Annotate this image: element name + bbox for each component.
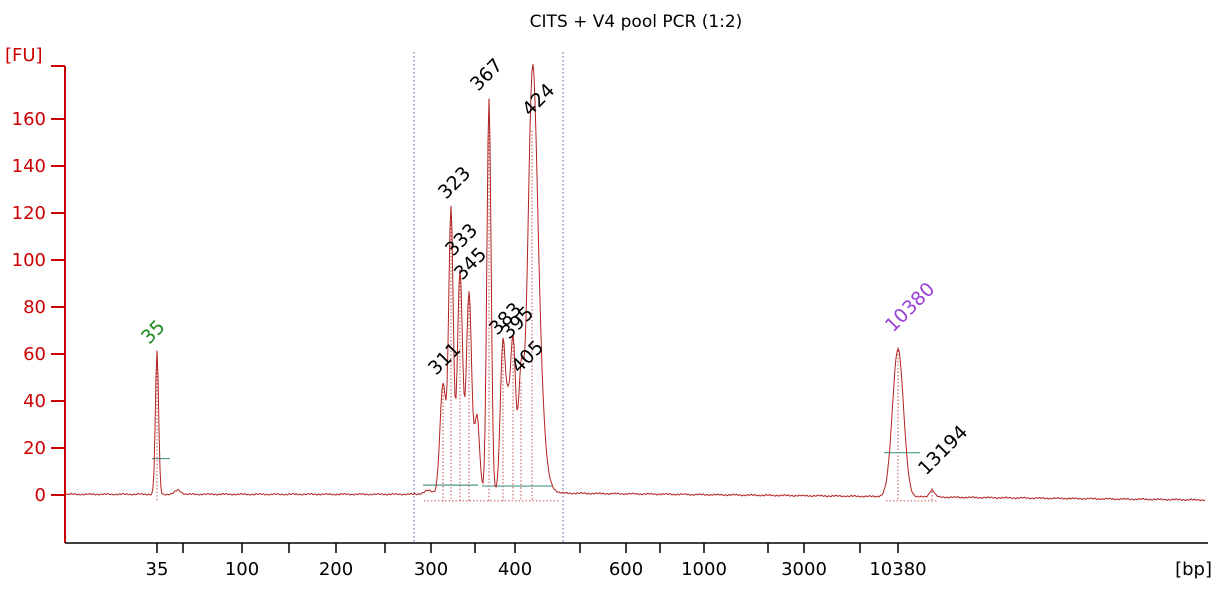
peak-label: 10380: [881, 278, 939, 336]
y-axis: [FU] 0 20 40 60 80 100 120 140 160: [5, 45, 66, 543]
x-tick-label: 400: [498, 559, 532, 580]
y-tick-label: 40: [23, 391, 46, 412]
y-tick-label: 80: [23, 297, 46, 318]
y-tick-label: 120: [12, 203, 46, 224]
peak-label: 35: [137, 316, 170, 349]
y-axis-ticks: 0 20 40 60 80 100 120 140 160: [12, 109, 65, 506]
x-axis-label: [bp]: [1175, 559, 1212, 580]
x-tick-label: 10380: [869, 559, 926, 580]
peak-label: 311: [424, 338, 465, 379]
x-tick-label: 300: [414, 559, 448, 580]
peak-label: 367: [466, 54, 507, 95]
x-tick-label: 600: [609, 559, 643, 580]
peak-baselines: [152, 452, 920, 487]
y-tick-label: 140: [12, 156, 46, 177]
peak-label: 13194: [914, 421, 972, 479]
x-axis-ticks: 35 100 200 300 400 600 1000 3000 10380: [146, 543, 927, 580]
x-tick-label: 1000: [681, 559, 727, 580]
y-tick-label: 60: [23, 344, 46, 365]
region-boundaries: [413, 52, 564, 543]
y-axis-label: [FU]: [5, 45, 43, 66]
x-tick-label: 100: [225, 559, 259, 580]
y-tick-label: 160: [12, 109, 46, 130]
peak-label: 424: [518, 79, 559, 120]
trace-line: [65, 64, 1206, 502]
x-tick-label: 200: [319, 559, 353, 580]
y-tick-label: 20: [23, 438, 46, 459]
peak-label: 323: [434, 162, 475, 203]
chart-title: CITS + V4 pool PCR (1:2): [530, 12, 743, 32]
x-tick-label: 3000: [781, 559, 827, 580]
y-tick-label: 0: [35, 485, 46, 506]
x-tick-label: 35: [146, 559, 169, 580]
x-axis: 35 100 200 300 400 600 1000 3000 10380 [bp]: [65, 542, 1212, 580]
y-tick-label: 100: [12, 250, 46, 271]
peak-dropdown-lines: [156, 100, 938, 502]
